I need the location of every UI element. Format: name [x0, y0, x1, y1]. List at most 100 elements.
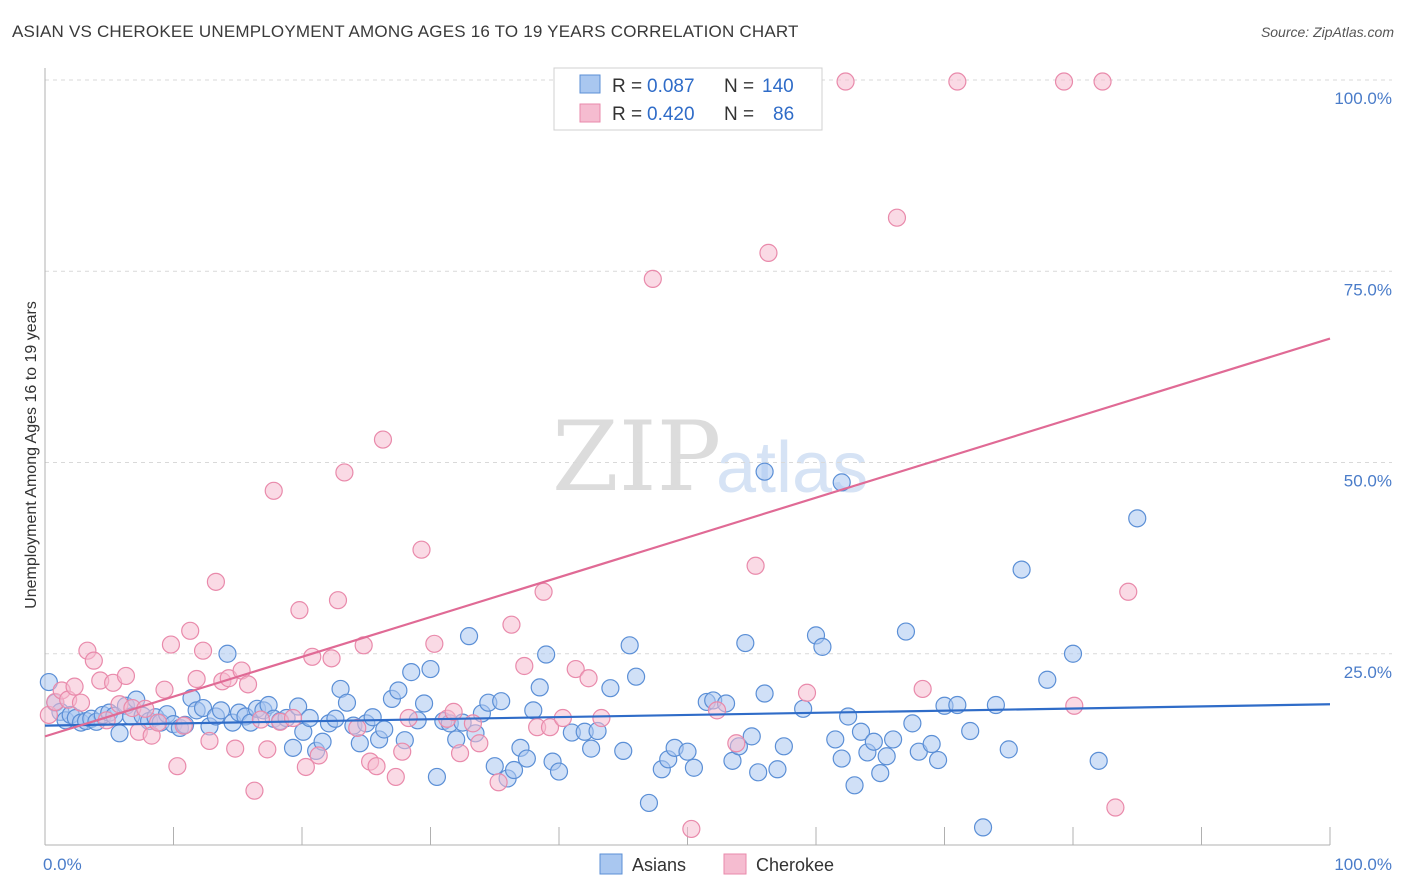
point-asians: [845, 776, 864, 795]
point-asians: [300, 708, 319, 728]
point-cherokee: [155, 680, 174, 699]
trend-lines: [44, 337, 1331, 738]
point-cherokee: [348, 718, 367, 738]
point-cherokee: [727, 734, 746, 753]
legend-asians-n-label: N =: [724, 76, 754, 97]
point-asians: [755, 462, 774, 481]
point-asians: [794, 699, 813, 718]
point-asians: [39, 672, 58, 692]
y-tick-label: 75.0%: [1344, 280, 1392, 299]
point-asians: [582, 739, 601, 758]
point-cherokee: [290, 601, 309, 620]
point-cherokee: [1119, 582, 1138, 601]
point-asians: [1089, 751, 1108, 770]
legend-asians-r-value: 0.087: [647, 76, 695, 97]
point-cherokee: [797, 683, 817, 702]
point-cherokee: [489, 773, 508, 792]
point-asians: [218, 644, 237, 663]
point-asians: [877, 747, 896, 766]
point-asians: [749, 763, 768, 782]
legend-cherokee-r-label: R =: [612, 104, 642, 125]
point-cherokee: [746, 556, 765, 575]
point-cherokee: [386, 767, 405, 787]
point-asians: [517, 749, 536, 768]
bottom-legend-cherokee: Cherokee: [756, 855, 834, 875]
point-asians: [832, 473, 851, 492]
point-asians: [639, 793, 659, 813]
point-cherokee: [296, 757, 315, 777]
point-asians: [193, 698, 213, 718]
point-cherokee: [1054, 72, 1074, 91]
point-asians: [1012, 560, 1031, 579]
point-cherokee: [200, 731, 219, 751]
x-tick-label-end: 100.0%: [1334, 855, 1392, 874]
point-cherokee: [238, 675, 258, 694]
y-tick-label: 100.0%: [1334, 89, 1392, 108]
point-asians: [549, 762, 569, 781]
point-cherokee: [393, 742, 412, 761]
point-asians: [350, 734, 369, 753]
point-asians: [601, 679, 620, 698]
point-asians: [421, 659, 440, 679]
point-asians: [883, 730, 903, 749]
point-asians: [337, 693, 357, 712]
point-asians: [504, 760, 524, 780]
point-asians: [389, 681, 408, 700]
point-cherokee: [322, 649, 341, 668]
point-asians: [864, 732, 883, 751]
point-asians: [283, 738, 303, 757]
point-asians: [620, 636, 639, 655]
grid-lines: [45, 79, 1392, 655]
bottom-legend-swatch-asians: [599, 853, 623, 875]
point-cherokee: [643, 269, 662, 288]
point-cherokee: [264, 481, 283, 500]
bottom-legend: Asians Cherokee: [599, 853, 834, 875]
point-asians: [684, 758, 704, 777]
point-asians: [614, 741, 633, 761]
point-asians: [755, 684, 774, 703]
point-asians: [211, 701, 231, 720]
point-cherokee: [1106, 798, 1125, 817]
point-asians: [492, 692, 511, 711]
point-cherokee: [913, 679, 932, 699]
point-cherokee: [515, 656, 534, 676]
point-asians: [1038, 670, 1057, 689]
point-cherokee: [168, 757, 187, 776]
point-cherokee: [1093, 72, 1112, 91]
point-asians: [832, 749, 851, 768]
point-asians: [1128, 509, 1147, 528]
point-cherokee: [1065, 696, 1084, 715]
x-tick-label-start: 0.0%: [43, 855, 82, 874]
legend-asians-r-label: R =: [612, 76, 642, 97]
point-cherokee: [373, 430, 393, 449]
point-asians: [928, 750, 948, 770]
watermark-atlas: atlas: [716, 428, 868, 508]
point-asians: [742, 727, 761, 746]
point-cherokee: [84, 651, 103, 670]
bottom-legend-swatch-cherokee: [723, 853, 747, 875]
watermark-zip: ZIP: [552, 401, 721, 513]
point-cherokee: [470, 734, 489, 753]
point-cherokee: [71, 693, 91, 712]
point-cherokee: [566, 659, 585, 679]
point-asians: [537, 645, 556, 664]
point-cherokee: [412, 540, 431, 559]
point-asians: [363, 708, 382, 727]
point-cherokee: [759, 243, 778, 262]
point-asians: [110, 724, 129, 743]
point-cherokee: [707, 701, 727, 720]
point-asians: [826, 730, 845, 749]
point-cherokee: [399, 708, 418, 728]
point-asians: [903, 714, 922, 733]
legend-swatch-cherokee: [579, 103, 601, 123]
point-asians: [402, 663, 421, 682]
data-points: [39, 72, 1147, 839]
point-cherokee: [367, 757, 386, 776]
trend-line-cherokee: [44, 337, 1331, 738]
y-axis-title: Unemployment Among Ages 16 to 19 years: [23, 301, 40, 609]
point-cherokee: [116, 666, 136, 686]
point-cherokee: [836, 72, 855, 91]
point-cherokee: [887, 208, 907, 227]
point-cherokee: [328, 591, 348, 610]
